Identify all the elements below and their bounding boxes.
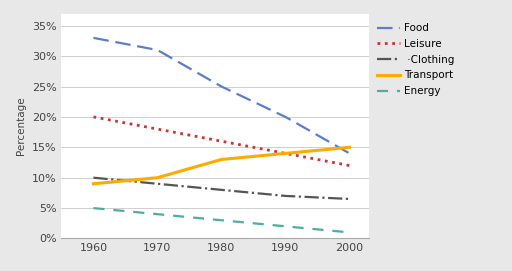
Energy xyxy=(347,231,353,234)
Legend: Food, Leisure,  ·Clothing, Transport, Energy: Food, Leisure, ·Clothing, Transport, Ene… xyxy=(377,23,454,96)
Line: Transport: Transport xyxy=(94,147,350,184)
Transport xyxy=(91,182,97,185)
Leisure xyxy=(347,164,353,167)
Line: Leisure: Leisure xyxy=(94,117,350,166)
 ·Clothing xyxy=(91,176,97,179)
Energy xyxy=(283,225,289,228)
Line:  ·Clothing: ·Clothing xyxy=(94,178,350,199)
Food xyxy=(91,36,97,40)
Food xyxy=(283,115,289,118)
Transport xyxy=(155,176,161,179)
Line: Energy: Energy xyxy=(94,208,350,233)
Energy xyxy=(155,212,161,216)
Leisure xyxy=(91,115,97,118)
Transport xyxy=(283,152,289,155)
Leisure xyxy=(155,127,161,131)
Y-axis label: Percentage: Percentage xyxy=(16,97,26,155)
Energy xyxy=(219,219,225,222)
 ·Clothing xyxy=(347,197,353,201)
 ·Clothing xyxy=(219,188,225,192)
Transport xyxy=(347,146,353,149)
Food xyxy=(347,152,353,155)
 ·Clothing xyxy=(283,194,289,198)
Food xyxy=(155,49,161,52)
Leisure xyxy=(283,152,289,155)
Leisure xyxy=(219,140,225,143)
 ·Clothing xyxy=(155,182,161,185)
Food xyxy=(219,85,225,88)
Line: Food: Food xyxy=(94,38,350,153)
Energy xyxy=(91,207,97,210)
Transport xyxy=(219,158,225,161)
